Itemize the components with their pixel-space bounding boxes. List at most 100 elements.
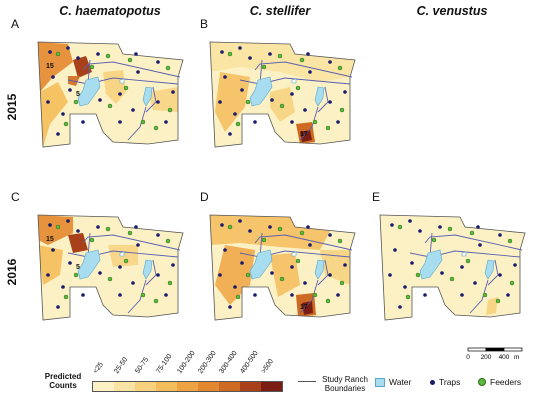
feeder-2-7 [107, 276, 113, 282]
ranch-boundary-1 [209, 41, 356, 148]
feeder-4-11 [482, 292, 488, 298]
map-svg-0: 15 5 [37, 41, 184, 148]
ranch-road-3-0 [254, 234, 353, 251]
trap-2-3 [96, 225, 100, 229]
feeder-0-5 [73, 99, 79, 105]
trap-3-7 [240, 261, 244, 265]
map-panel-a: 15 5 [28, 32, 188, 157]
ranch-road-1-1 [239, 77, 351, 85]
trap-0-12 [98, 98, 102, 102]
ranch-road-0-3 [127, 106, 147, 141]
trap-0-0 [48, 50, 52, 54]
ranch-boundary-4 [379, 214, 526, 321]
column-title-haematopotus: C. haematopotus [59, 4, 161, 18]
water-lake-1 [249, 76, 273, 107]
heat-area-1-1 [215, 72, 250, 132]
map-svg-3: 17 [209, 214, 356, 321]
ranch-road-1-0 [254, 61, 353, 78]
site-label-0-1: 5 [76, 91, 80, 98]
trap-1-13 [290, 92, 294, 96]
trap-3-1 [238, 219, 242, 223]
trap-3-8 [218, 273, 222, 277]
map-panel-c: 15 5 [28, 205, 188, 330]
water-lake-2 [77, 249, 101, 280]
heat-area-3-5 [302, 301, 313, 315]
trap-4-6 [393, 248, 397, 252]
trap-1-3 [268, 52, 272, 56]
panel-letter-e: E [372, 190, 381, 204]
scale-unit: m [514, 354, 519, 361]
water-lake-3 [249, 249, 273, 280]
heat-area-2-1 [38, 245, 63, 285]
feeder-3-4 [337, 238, 343, 244]
water-pond-1 [314, 86, 325, 107]
trap-3-16 [328, 273, 332, 277]
site-label-1-0: 17 [300, 131, 308, 138]
trap-4-11 [423, 293, 427, 297]
feeder-0-4 [165, 65, 171, 71]
feeder-2-3 [127, 230, 133, 236]
trap-2-18 [171, 263, 175, 267]
trap-0-13 [118, 92, 122, 96]
water-small-3 [291, 251, 297, 257]
legend-tick-label-6: 300-400 [218, 349, 239, 375]
ranch-road-1-3 [299, 106, 319, 141]
feeder-4-10 [509, 280, 515, 286]
ranch-base-4 [380, 215, 525, 320]
heat-area-3-2 [270, 253, 300, 297]
trap-3-17 [336, 293, 340, 297]
trap-4-17 [506, 293, 510, 297]
trap-1-10 [228, 132, 232, 136]
legend-swatch-0 [93, 382, 114, 391]
heat-area-0-1 [40, 82, 68, 147]
legend-water-label: Water [389, 377, 412, 387]
trap-4-5 [498, 233, 502, 237]
feeder-4-4 [507, 238, 513, 244]
trap-4-2 [418, 229, 422, 233]
water-lake-4 [419, 249, 443, 280]
feeder-0-9 [153, 125, 159, 131]
feeder-1-6 [235, 121, 241, 127]
feeder-1-3 [299, 57, 305, 63]
legend-boundary-line [298, 381, 316, 382]
legend-tick-label-5: 200-300 [197, 349, 218, 375]
water-small-4 [461, 251, 467, 257]
trap-0-11 [81, 120, 85, 124]
heat-area-0-2 [73, 56, 92, 78]
trap-3-3 [268, 225, 272, 229]
trap-4-7 [410, 261, 414, 265]
feeder-2-11 [140, 292, 146, 298]
trap-2-16 [156, 273, 160, 277]
feeder-2-1 [89, 237, 95, 243]
feeder-4-9 [495, 298, 501, 304]
feeder-3-7 [279, 276, 285, 282]
scale-label-400: 400 [499, 354, 510, 361]
feeder-2-6 [63, 294, 69, 300]
feeder-0-3 [127, 57, 133, 63]
trap-3-10 [228, 305, 232, 309]
row-label-2015: 2015 [5, 93, 19, 121]
trap-4-14 [473, 281, 477, 285]
trap-1-7 [240, 88, 244, 92]
legend-swatch-3 [156, 382, 177, 391]
ranch-road-3-4 [317, 259, 329, 286]
trap-1-6 [223, 75, 227, 79]
heat-area-2-2 [68, 233, 88, 253]
ranch-road-1-4 [317, 86, 329, 113]
trap-2-7 [68, 261, 72, 265]
trap-0-15 [118, 120, 122, 124]
trap-2-2 [76, 229, 80, 233]
trap-4-15 [460, 293, 464, 297]
feeder-0-0 [55, 51, 61, 57]
water-small-1 [291, 78, 297, 84]
legend-feeders-label: Feeders [490, 377, 522, 387]
trap-2-8 [46, 273, 50, 277]
trap-0-3 [96, 52, 100, 56]
trap-2-0 [48, 223, 52, 227]
trap-0-17 [164, 120, 168, 124]
legend-boundary-line2: Boundaries [324, 384, 366, 393]
ranch-road-2-1 [67, 250, 179, 258]
trap-2-9 [61, 285, 65, 289]
legend-swatch-4 [177, 382, 198, 391]
trap-2-11 [81, 293, 85, 297]
